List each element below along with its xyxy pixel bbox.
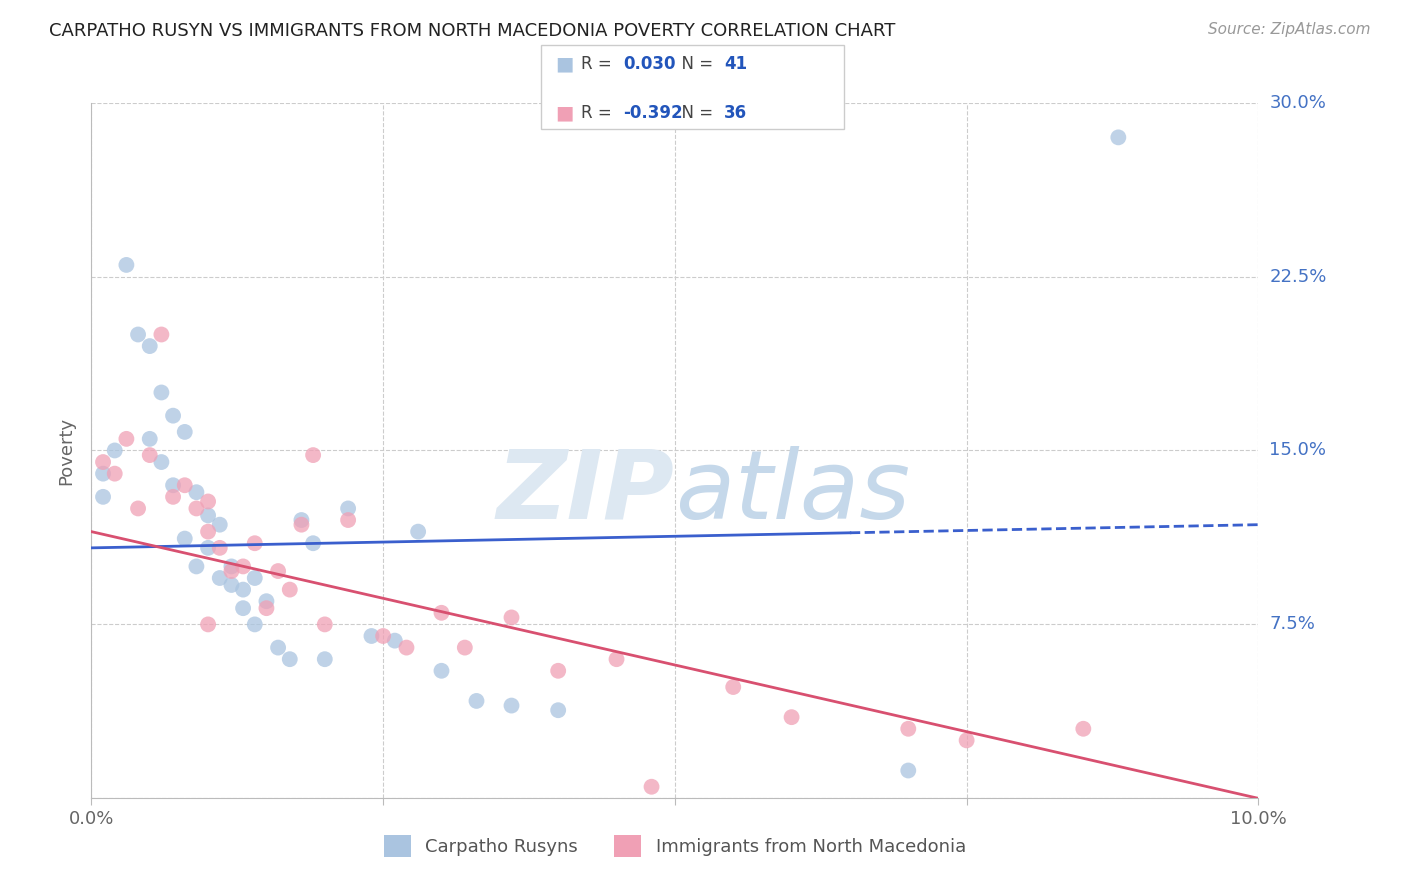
Point	[138, 432, 162, 446]
Point	[221, 578, 243, 592]
Text: 36: 36	[724, 104, 747, 122]
Point	[454, 640, 477, 655]
Point	[465, 694, 488, 708]
Point	[780, 710, 803, 724]
Text: R =: R =	[581, 104, 617, 122]
Point	[337, 501, 360, 516]
Point	[956, 733, 979, 747]
Point	[501, 698, 523, 713]
Point	[547, 664, 569, 678]
Point	[186, 485, 208, 500]
Point	[314, 652, 336, 666]
Text: 30.0%: 30.0%	[1270, 94, 1326, 112]
Text: atlas: atlas	[675, 446, 910, 539]
Point	[723, 680, 745, 694]
Point	[115, 432, 138, 446]
Point	[208, 571, 231, 585]
Point	[371, 629, 394, 643]
Point	[150, 327, 173, 342]
Point	[150, 385, 173, 400]
Point	[254, 601, 277, 615]
Point	[605, 652, 627, 666]
Point	[337, 513, 360, 527]
Point	[197, 524, 219, 539]
Point	[232, 601, 254, 615]
Point	[150, 455, 173, 469]
Point	[290, 513, 312, 527]
Point	[173, 532, 195, 546]
Point	[186, 501, 208, 516]
Point	[430, 664, 453, 678]
Point	[186, 559, 208, 574]
Point	[278, 582, 301, 597]
Point	[208, 541, 231, 555]
Point	[127, 501, 149, 516]
Point	[208, 517, 231, 532]
Point	[232, 582, 254, 597]
Point	[302, 536, 325, 550]
Point	[278, 652, 301, 666]
Point	[290, 517, 312, 532]
Point	[232, 559, 254, 574]
Text: 15.0%: 15.0%	[1270, 442, 1326, 459]
Text: ■: ■	[555, 54, 574, 74]
Text: ZIP: ZIP	[496, 446, 675, 539]
Point	[197, 617, 219, 632]
Text: CARPATHO RUSYN VS IMMIGRANTS FROM NORTH MACEDONIA POVERTY CORRELATION CHART: CARPATHO RUSYN VS IMMIGRANTS FROM NORTH …	[49, 22, 896, 40]
Text: 7.5%: 7.5%	[1270, 615, 1316, 633]
Point	[897, 722, 920, 736]
Point	[243, 617, 266, 632]
Point	[1073, 722, 1095, 736]
Point	[1107, 130, 1129, 145]
Point	[406, 524, 429, 539]
Text: -0.392: -0.392	[623, 104, 682, 122]
Point	[360, 629, 382, 643]
Point	[173, 478, 195, 492]
Text: N =: N =	[671, 55, 718, 73]
Point	[384, 633, 406, 648]
Point	[221, 564, 243, 578]
Point	[267, 640, 290, 655]
Point	[173, 425, 195, 439]
Text: ■: ■	[555, 103, 574, 123]
Point	[302, 448, 325, 462]
Text: Source: ZipAtlas.com: Source: ZipAtlas.com	[1208, 22, 1371, 37]
Point	[243, 571, 266, 585]
Point	[395, 640, 418, 655]
Point	[104, 443, 127, 458]
Point	[162, 490, 184, 504]
Point	[127, 327, 149, 342]
Point	[91, 490, 114, 504]
Y-axis label: Poverty: Poverty	[58, 417, 76, 484]
Point	[138, 339, 162, 353]
Text: N =: N =	[671, 104, 718, 122]
Point	[501, 610, 523, 624]
Point	[104, 467, 127, 481]
Point	[91, 467, 114, 481]
Text: 22.5%: 22.5%	[1270, 268, 1327, 285]
Text: 0.030: 0.030	[623, 55, 675, 73]
Point	[243, 536, 266, 550]
Point	[897, 764, 920, 778]
Point	[162, 478, 184, 492]
Point	[138, 448, 162, 462]
Point	[430, 606, 453, 620]
Point	[254, 594, 277, 608]
Point	[115, 258, 138, 272]
Text: 41: 41	[724, 55, 747, 73]
Point	[547, 703, 569, 717]
Point	[162, 409, 184, 423]
Legend: Carpatho Rusyns, Immigrants from North Macedonia: Carpatho Rusyns, Immigrants from North M…	[375, 826, 974, 866]
Text: R =: R =	[581, 55, 617, 73]
Point	[197, 541, 219, 555]
Point	[197, 508, 219, 523]
Point	[267, 564, 290, 578]
Point	[640, 780, 662, 794]
Point	[221, 559, 243, 574]
Point	[197, 494, 219, 508]
Point	[91, 455, 114, 469]
Point	[314, 617, 336, 632]
